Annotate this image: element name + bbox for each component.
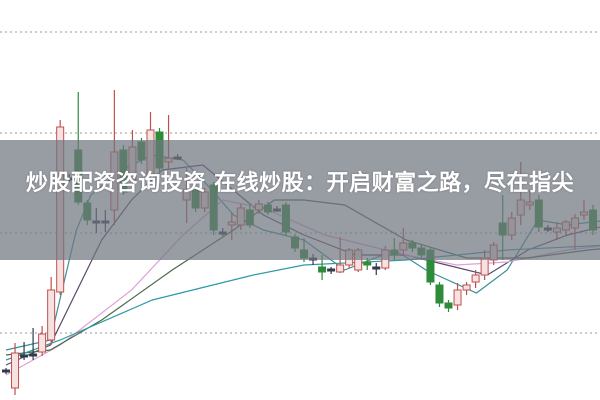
candle-up (453, 289, 462, 306)
candle-down (372, 266, 381, 270)
candle-down (363, 261, 372, 266)
candle-up (462, 284, 471, 291)
candle-up (38, 333, 47, 353)
candle-up (2, 369, 10, 373)
candle-up (47, 289, 56, 341)
candle-up (480, 257, 489, 276)
candle-down (435, 284, 444, 304)
moving-average-line (5, 244, 600, 361)
candle-down (20, 354, 29, 358)
candle-down (444, 302, 453, 309)
candle-up (336, 264, 345, 273)
caption-banner (0, 140, 600, 260)
candle-down (327, 268, 336, 272)
candle-up (29, 353, 38, 357)
candle-down (318, 266, 327, 273)
candle-up (471, 274, 480, 283)
candle-up (11, 352, 20, 389)
article-title: 炒股配资咨询投资 在线炒股：开启财富之路，尽在指尖 (25, 171, 575, 196)
